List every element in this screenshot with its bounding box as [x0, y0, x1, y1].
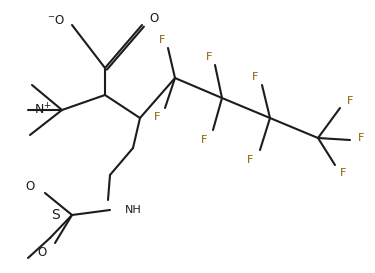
Text: S: S	[51, 208, 60, 222]
Text: F: F	[247, 155, 253, 165]
Text: F: F	[340, 168, 346, 178]
Text: N$^{+}$: N$^{+}$	[34, 102, 52, 118]
Text: F: F	[201, 135, 207, 145]
Text: $^{-}$O: $^{-}$O	[47, 13, 65, 26]
Text: F: F	[252, 72, 258, 82]
Text: O: O	[38, 245, 47, 259]
Text: F: F	[159, 35, 165, 45]
Text: O: O	[149, 13, 158, 25]
Text: F: F	[154, 112, 160, 122]
Text: F: F	[358, 133, 364, 143]
Text: F: F	[206, 52, 212, 62]
Text: F: F	[347, 96, 353, 106]
Text: NH: NH	[125, 205, 142, 215]
Text: O: O	[26, 180, 35, 192]
